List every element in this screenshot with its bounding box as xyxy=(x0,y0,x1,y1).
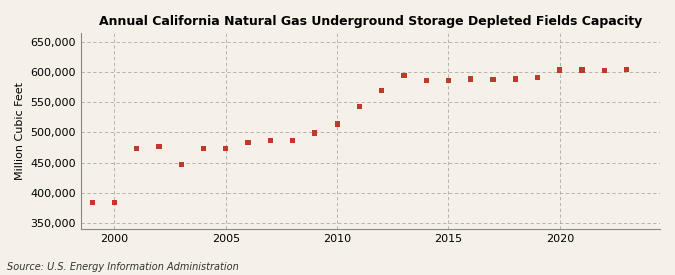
Point xyxy=(376,88,387,93)
Point xyxy=(421,79,431,83)
Point xyxy=(176,162,187,167)
Point xyxy=(532,76,543,80)
Point xyxy=(465,77,476,81)
Point xyxy=(287,138,298,142)
Point xyxy=(621,67,632,72)
Point xyxy=(198,146,209,150)
Point xyxy=(87,200,98,205)
Point xyxy=(443,79,454,83)
Title: Annual California Natural Gas Underground Storage Depleted Fields Capacity: Annual California Natural Gas Undergroun… xyxy=(99,15,642,28)
Point xyxy=(554,68,565,72)
Point xyxy=(576,68,587,72)
Point xyxy=(220,146,231,150)
Point xyxy=(599,68,610,73)
Point xyxy=(132,146,142,150)
Point xyxy=(510,77,520,81)
Point xyxy=(354,104,364,109)
Point xyxy=(398,73,409,78)
Point xyxy=(309,131,320,135)
Point xyxy=(154,144,165,148)
Y-axis label: Million Cubic Feet: Million Cubic Feet xyxy=(15,82,25,180)
Text: Source: U.S. Energy Information Administration: Source: U.S. Energy Information Administ… xyxy=(7,262,238,272)
Point xyxy=(331,122,342,126)
Point xyxy=(265,139,275,143)
Point xyxy=(109,200,120,205)
Point xyxy=(487,77,498,82)
Point xyxy=(242,141,253,145)
